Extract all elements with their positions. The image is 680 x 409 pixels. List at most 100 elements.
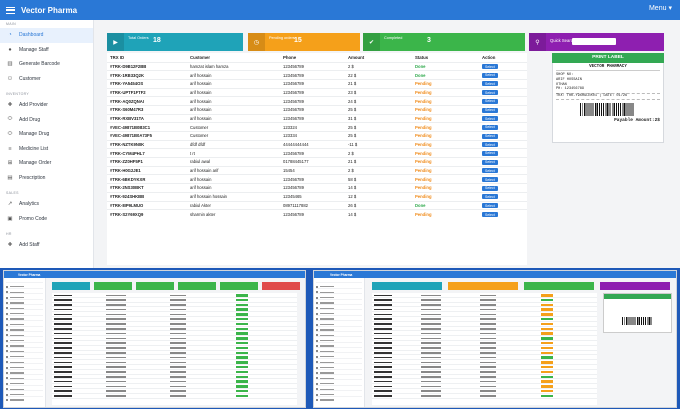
check-icon: ✔	[363, 33, 380, 51]
select-button[interactable]: Select	[482, 72, 498, 78]
amount: 21 $	[345, 78, 412, 89]
thumbnail-table-row	[52, 303, 298, 308]
amount: 25 $	[345, 131, 412, 141]
select-button[interactable]: Select	[482, 142, 498, 148]
order-id: #TRK-ZZ0HF5P1	[107, 157, 187, 167]
receipt-line: SHOP NO:	[556, 73, 574, 77]
sidebar-item-label: Promo Code	[19, 215, 48, 222]
status-text: Pending	[412, 113, 479, 123]
order-id: #TRK-6BKDYKXR	[107, 174, 187, 184]
thumbnail-table-row	[371, 341, 597, 346]
phone-number: 01788445177	[280, 157, 345, 167]
sidebar-item-add-staff[interactable]: ✚ Add Staff	[0, 238, 93, 253]
thumbnail-table-row	[371, 384, 597, 389]
table-row: #VEC-49871B0B3C1 Customer 123324 25 $ Pendin…	[107, 122, 527, 132]
table-row: #TRK-CYM4PHL7 t rt 123456789 2 $ Pending Sele…	[107, 148, 527, 158]
table-row: #TRK-S60M47R3 arif hossain 123456789 25 $ Pe…	[107, 104, 527, 115]
sidebar-item-prescription[interactable]: ▤ Prescription	[0, 171, 93, 186]
top-bar: Vector Pharma Menu ▾	[0, 0, 680, 20]
sidebar-item-label: Customer	[19, 75, 41, 82]
hamburger-icon[interactable]	[6, 6, 15, 14]
select-button[interactable]: Select	[482, 98, 498, 104]
amount: 14 $	[345, 183, 412, 193]
sidebar: MAIN ◔ Dashboard ● Manage Staff ▥ Generate Bar…	[0, 20, 94, 268]
completed-count: 3	[427, 37, 431, 44]
thumbnail-table-row	[52, 355, 298, 361]
phone-number: 123456789	[280, 87, 345, 97]
sidebar-item-medicine-list[interactable]: ≡ Medicine List	[0, 142, 93, 157]
status-text: Pending	[412, 148, 479, 158]
thumbnail-screen-2: Vector Pharma	[313, 270, 677, 408]
select-button[interactable]: Select	[482, 150, 498, 156]
search-icon: ⚲	[529, 33, 546, 51]
thumbnail-stat-card	[178, 282, 217, 290]
select-button[interactable]: Select	[482, 81, 498, 87]
sidebar-item-add-provider[interactable]: ✚ Add Provider	[0, 98, 93, 113]
select-button[interactable]: Select	[482, 212, 498, 218]
order-id: #VEC-49871B0B3C1	[107, 122, 187, 132]
select-button[interactable]: Select	[482, 177, 498, 183]
select-button[interactable]: Select	[482, 194, 498, 200]
gauge-icon: ◔	[8, 32, 12, 39]
order-id: #TRK-S60M47R3	[107, 104, 187, 115]
thumbnail-table-row	[52, 370, 298, 375]
thumbnail-table-row	[52, 365, 298, 370]
sidebar-item-add-drug[interactable]: ⬭ Add Drug	[0, 113, 93, 128]
select-button[interactable]: Select	[482, 203, 498, 209]
amount: 24 $	[345, 96, 412, 106]
chevron-down-icon: ▾	[668, 5, 672, 12]
quick-search-card: ⚲ Quick Search	[529, 33, 664, 51]
sidebar-item-manage-order[interactable]: ⊞ Manage Order	[0, 156, 93, 171]
select-button[interactable]: Select	[482, 185, 498, 191]
thumbnail-table-row	[52, 394, 298, 399]
select-button[interactable]: Select	[482, 168, 498, 174]
sidebar-item-generate-barcode[interactable]: ▥ Generate Barcode	[0, 57, 93, 72]
pending-orders-count: 15	[294, 37, 302, 44]
amount: 14 $	[345, 209, 412, 219]
sidebar-item-manage-staff[interactable]: ● Manage Staff	[0, 43, 93, 58]
thumbnail-table-row	[52, 322, 298, 327]
select-button[interactable]: Select	[482, 107, 498, 113]
sidebar-section-title: SALES	[6, 191, 19, 195]
thumbnail-table-row	[52, 346, 298, 351]
amount: 23 $	[345, 87, 412, 97]
print-label-button[interactable]: PRINT LABEL	[552, 53, 664, 63]
select-button[interactable]: Select	[482, 116, 498, 122]
select-button[interactable]: Select	[482, 159, 498, 165]
amount: 25 $	[345, 122, 412, 132]
thumbnail-table-row	[52, 331, 298, 337]
thumbnail-table-row	[371, 360, 597, 365]
select-button[interactable]: Select	[482, 64, 498, 70]
sidebar-item-analytics[interactable]: ↗ Analytics	[0, 197, 93, 212]
orders-table-panel: TRX ID Customer Phone Amount Status Action #T…	[107, 53, 527, 265]
main-screen: Vector Pharma Menu ▾ MAIN ◔ Dashboard ● Mana…	[0, 0, 680, 268]
quick-search-input[interactable]	[572, 38, 616, 45]
menu-button[interactable]: Menu ▾	[648, 4, 672, 13]
sidebar-item-dashboard[interactable]: ◔ Dashboard	[0, 28, 93, 43]
thumbnail-table-row	[371, 365, 597, 370]
customer-name: hamzat islam hamza	[187, 61, 280, 71]
select-button[interactable]: Select	[482, 133, 498, 139]
phone-number: 12345465	[280, 191, 345, 201]
thumbnail-print-button	[603, 294, 671, 299]
phone-number: 123456789	[280, 113, 345, 123]
receipt-line: ARIF HOSSAIN	[556, 77, 582, 82]
table-row: #TRK-8IP9LMUO rabiul Akter 08971117882 26 $…	[107, 200, 527, 210]
sidebar-item-customer[interactable]: ⚇ Customer	[0, 72, 93, 87]
sidebar-item-label: Dashboard	[19, 32, 44, 39]
thumbnail-stat-card	[599, 282, 670, 290]
column-header: Amount	[348, 54, 365, 60]
customer-name: arif hossain hossain	[187, 191, 280, 201]
customer-name: Customer	[187, 122, 280, 132]
phone-number: 123456789	[280, 148, 345, 158]
customer-name: t rt	[187, 148, 280, 158]
table-row: #TRK-ZZ0HF5P1 rabiul awal 01788445177 21 $ P…	[107, 157, 527, 167]
select-button[interactable]: Select	[482, 90, 498, 96]
select-button[interactable]: Select	[482, 124, 498, 130]
barcode-image	[622, 317, 653, 325]
thumbnail-table-row	[371, 331, 597, 337]
customer-name: rabiul awal	[187, 157, 280, 167]
sidebar-item-promo-code[interactable]: ▣ Promo Code	[0, 212, 93, 227]
sidebar-item-manage-drug[interactable]: ⬭ Manage Drug	[0, 127, 93, 142]
thumbnail-stat-card	[52, 282, 91, 290]
